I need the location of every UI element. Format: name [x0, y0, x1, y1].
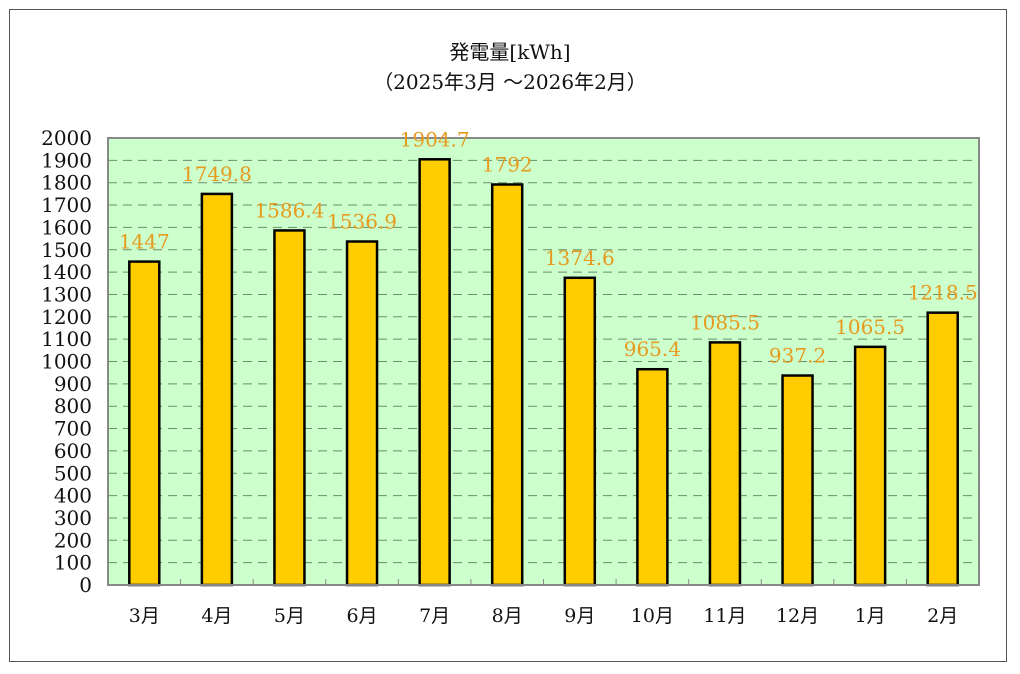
- bar: [418, 158, 451, 587]
- chart-subtitle: （2025年3月 ～2026年2月）: [373, 70, 647, 94]
- data-label: 1792: [482, 152, 533, 176]
- x-tick-label: 11月: [703, 605, 746, 627]
- y-tick-label: 1400: [41, 260, 92, 284]
- data-label: 1749.8: [182, 162, 252, 186]
- x-tick-label: 10月: [631, 605, 674, 627]
- data-label: 1904.7: [400, 127, 470, 151]
- bar: [273, 229, 306, 587]
- y-tick-label: 2000: [41, 126, 92, 150]
- bar: [490, 183, 524, 587]
- data-label: 1447: [119, 230, 170, 254]
- x-tick-label: 3月: [129, 605, 160, 627]
- chart-title: 発電量[kWh]: [449, 40, 571, 64]
- y-tick-label: 300: [54, 506, 92, 530]
- bar: [926, 311, 959, 587]
- x-tick-label: 7月: [419, 605, 450, 627]
- x-tick-label: 9月: [564, 605, 595, 627]
- x-tick-label: 12月: [776, 605, 819, 627]
- y-tick-label: 100: [54, 551, 92, 575]
- bar: [128, 260, 161, 587]
- bar: [636, 367, 669, 587]
- bar: [853, 345, 887, 587]
- y-tick-label: 1100: [41, 327, 92, 351]
- y-tick-label: 500: [54, 461, 92, 485]
- y-tick-label: 400: [54, 484, 92, 508]
- x-tick-label: 8月: [492, 605, 523, 627]
- x-tick-label: 6月: [346, 605, 377, 627]
- data-label: 1374.6: [545, 246, 615, 270]
- bar: [708, 341, 742, 587]
- y-tick-label: 0: [79, 573, 92, 597]
- y-tick-label: 200: [54, 528, 92, 552]
- y-tick-label: 1500: [41, 238, 92, 262]
- y-tick-label: 900: [54, 372, 92, 396]
- x-tick-label: 1月: [855, 605, 886, 627]
- y-tick-label: 600: [54, 439, 92, 463]
- data-label: 937.2: [769, 344, 826, 368]
- data-label: 1586.4: [254, 198, 324, 222]
- y-tick-label: 1000: [41, 350, 92, 374]
- chart-frame: [9, 9, 1007, 662]
- data-label: 1218.5: [908, 281, 978, 305]
- data-label: 1536.9: [327, 210, 397, 234]
- bar: [345, 240, 379, 587]
- y-tick-label: 800: [54, 394, 92, 418]
- y-tick-label: 1700: [41, 193, 92, 217]
- y-tick-label: 1900: [41, 148, 92, 172]
- data-label: 1085.5: [690, 310, 760, 334]
- bar: [563, 276, 597, 587]
- y-tick-label: 700: [54, 417, 92, 441]
- bar: [781, 374, 814, 587]
- data-label: 1065.5: [835, 315, 905, 339]
- x-tick-label: 2月: [927, 605, 958, 627]
- data-label: 965.4: [624, 337, 681, 361]
- x-tick-label: 5月: [274, 605, 305, 627]
- y-tick-label: 1200: [41, 305, 92, 329]
- y-tick-label: 1300: [41, 282, 92, 306]
- bar: [200, 192, 234, 587]
- x-tick-label: 4月: [201, 605, 232, 627]
- y-tick-label: 1800: [41, 171, 92, 195]
- y-tick-label: 1600: [41, 215, 92, 239]
